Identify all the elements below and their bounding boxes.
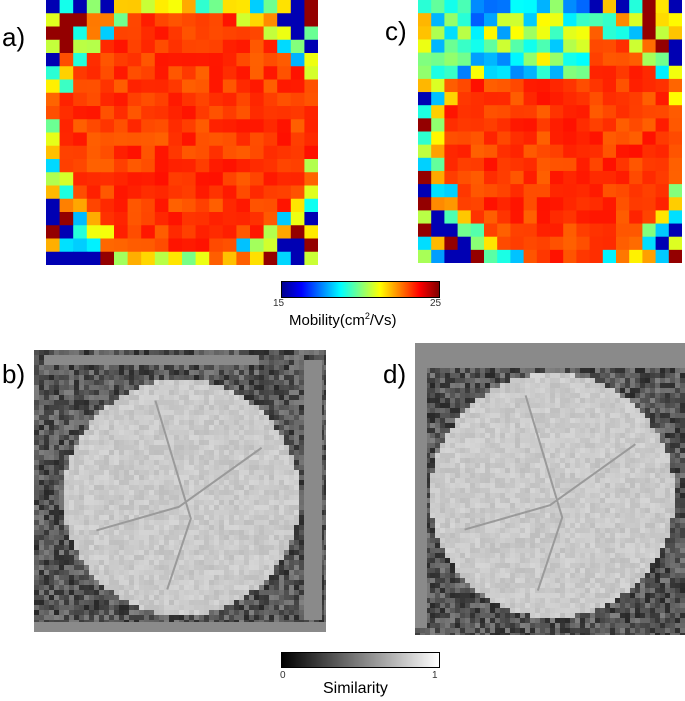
- similarity-map-d: [415, 343, 685, 635]
- mobility-colorbar: [281, 281, 440, 298]
- mobility-colorbar-title: Mobility(cm2/Vs): [289, 311, 397, 329]
- similarity-min-tick: 0: [280, 670, 286, 681]
- similarity-colorbar: [281, 652, 440, 668]
- panel-label-b: b): [2, 359, 26, 389]
- mobility-min-tick: 15: [273, 298, 285, 309]
- mobility-map-a: [46, 0, 318, 265]
- similarity-map-b: [34, 350, 326, 632]
- panel-label-c: c): [385, 16, 407, 46]
- similarity-max-tick: 1: [432, 670, 438, 681]
- panel-label-d: d): [383, 359, 407, 389]
- panel-label-a: a): [2, 22, 26, 52]
- mobility-max-tick: 25: [430, 298, 442, 309]
- mobility-map-c: [418, 0, 682, 263]
- similarity-colorbar-title: Similarity: [323, 680, 388, 697]
